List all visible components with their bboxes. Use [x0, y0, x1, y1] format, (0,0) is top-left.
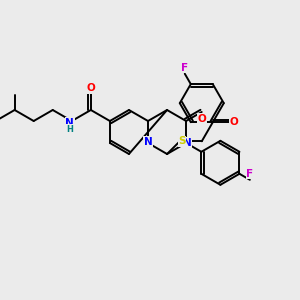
Text: N: N — [65, 118, 74, 128]
Text: F: F — [246, 169, 254, 179]
Text: H: H — [66, 124, 73, 134]
Text: N: N — [144, 137, 152, 147]
Text: S: S — [178, 136, 185, 146]
Text: O: O — [197, 114, 206, 124]
Text: N: N — [183, 138, 191, 148]
Text: F: F — [181, 63, 188, 73]
Text: O: O — [230, 117, 238, 127]
Text: O: O — [86, 83, 95, 93]
